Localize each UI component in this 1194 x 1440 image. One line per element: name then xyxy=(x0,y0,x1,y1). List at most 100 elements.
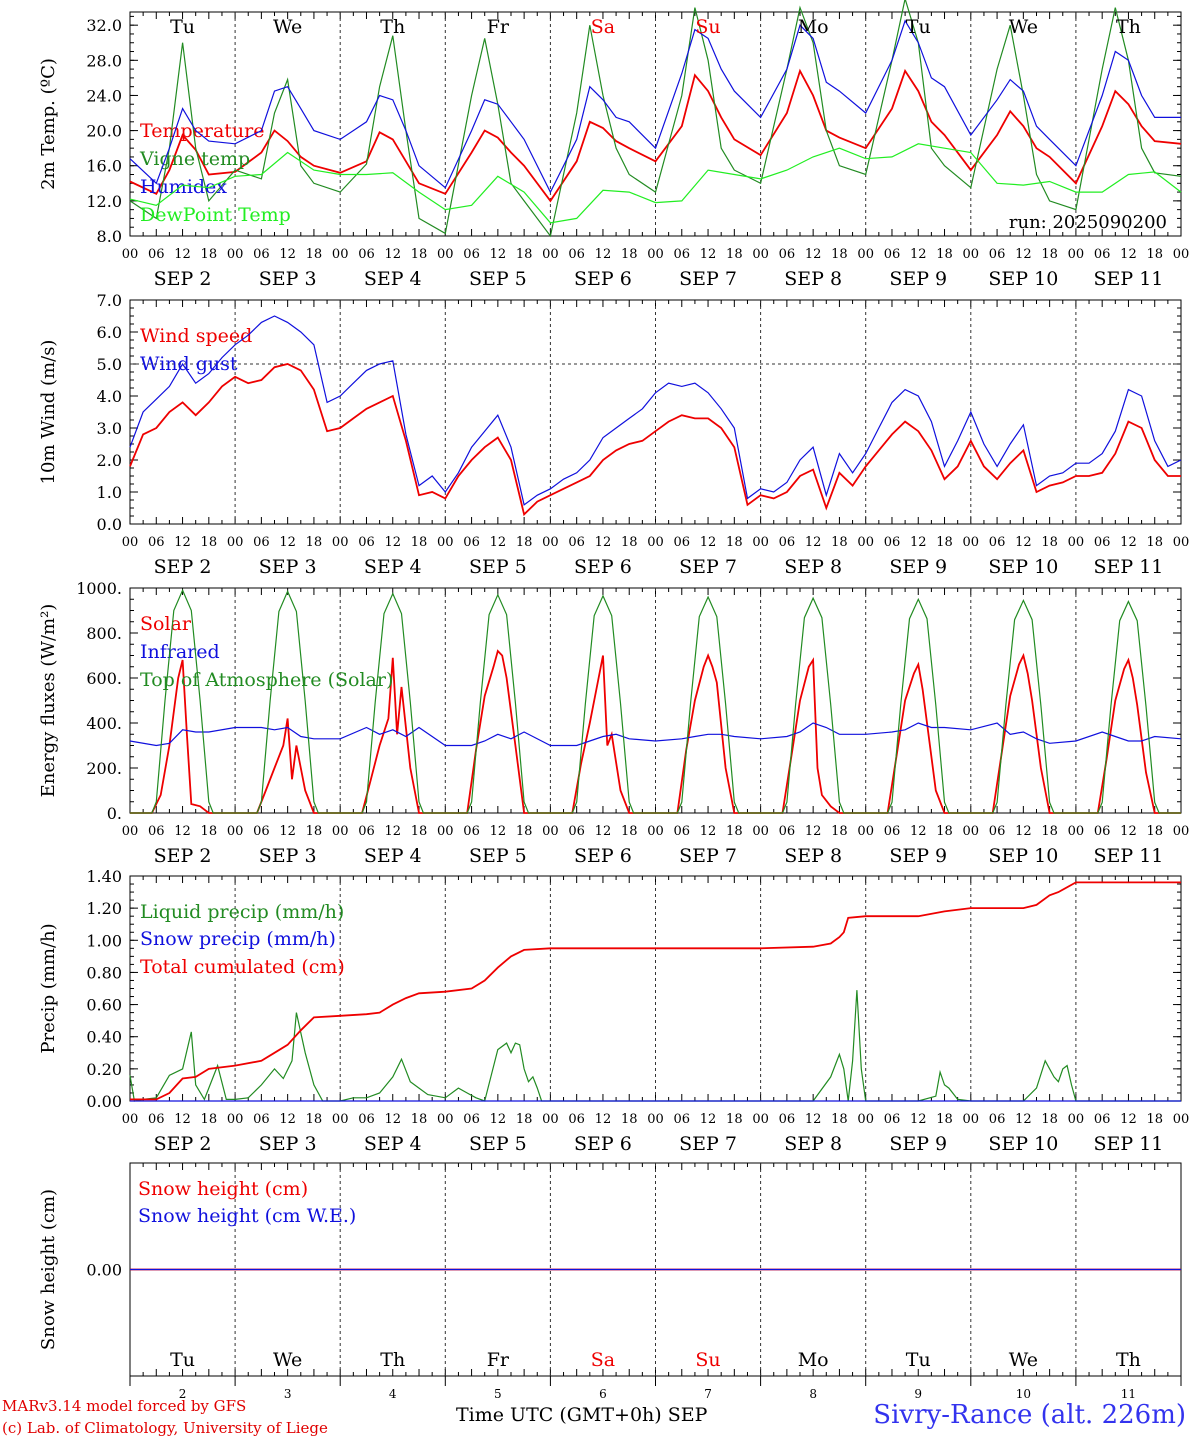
hour-tick-label: 06 xyxy=(1094,535,1111,550)
series-line-temperature xyxy=(129,68,1182,203)
hour-tick-label: 06 xyxy=(884,535,901,550)
lab-copyright: (c) Lab. of Climatology, University of L… xyxy=(2,1419,328,1437)
hour-tick-label: 00 xyxy=(1173,535,1190,550)
hour-tick-label: 00 xyxy=(542,824,559,839)
y-axis-label: 2m Temp. (ºC) xyxy=(38,58,59,190)
hour-tick-label: 06 xyxy=(253,824,270,839)
date-label: SEP 4 xyxy=(364,268,422,290)
hour-tick-label: 00 xyxy=(857,247,874,262)
y-tick-label: 1.00 xyxy=(86,931,122,950)
hour-tick-label: 00 xyxy=(963,247,980,262)
y-tick-label: 7.0 xyxy=(97,291,122,310)
weekday-label: Tu xyxy=(170,1349,195,1371)
hour-tick-label: 18 xyxy=(726,535,743,550)
hour-tick-label: 18 xyxy=(201,247,218,262)
date-label: SEP 2 xyxy=(154,556,212,578)
date-number: 5 xyxy=(494,1387,502,1401)
y-tick-label: 200. xyxy=(86,759,122,778)
date-number: 4 xyxy=(389,1387,397,1401)
date-number: 10 xyxy=(1016,1387,1031,1401)
hour-tick-label: 06 xyxy=(989,535,1006,550)
legend-item: Vigne temp xyxy=(139,148,250,170)
legend-item: DewPoint Temp xyxy=(140,204,291,226)
date-label: SEP 9 xyxy=(889,1133,947,1155)
hour-tick-label: 18 xyxy=(1146,535,1163,550)
y-tick-label: 16.0 xyxy=(86,157,122,176)
date-number: 8 xyxy=(809,1387,817,1401)
hour-tick-label: 00 xyxy=(542,1112,559,1127)
hour-tick-label: 06 xyxy=(1094,824,1111,839)
weekday-label: Th xyxy=(1116,16,1141,38)
weekday-label: Sa xyxy=(591,1349,615,1371)
hour-tick-label: 18 xyxy=(306,824,323,839)
hour-tick-label: 06 xyxy=(1094,1112,1111,1127)
y-tick-label: 0.0 xyxy=(97,515,122,534)
hour-tick-label: 06 xyxy=(884,824,901,839)
hour-tick-label: 18 xyxy=(201,824,218,839)
hour-tick-label: 00 xyxy=(963,535,980,550)
hour-tick-label: 06 xyxy=(358,1112,375,1127)
hour-tick-label: 06 xyxy=(568,824,585,839)
date-label: SEP 9 xyxy=(889,556,947,578)
hour-tick-label: 00 xyxy=(542,535,559,550)
hour-tick-label: 06 xyxy=(779,247,796,262)
legend-item: Total cumulated (cm) xyxy=(140,956,345,978)
hour-tick-label: 18 xyxy=(726,1112,743,1127)
date-label: SEP 3 xyxy=(259,845,317,867)
date-label: SEP 4 xyxy=(364,1133,422,1155)
hour-tick-label: 06 xyxy=(463,535,480,550)
weekday-label: Th xyxy=(380,16,405,38)
y-tick-label: 4.0 xyxy=(97,387,122,406)
y-tick-label: 6.0 xyxy=(97,323,122,342)
hour-tick-label: 00 xyxy=(437,824,454,839)
hour-tick-label: 12 xyxy=(174,247,191,262)
date-number: 9 xyxy=(914,1387,922,1401)
hour-tick-label: 18 xyxy=(411,535,428,550)
hour-tick-label: 12 xyxy=(1120,824,1137,839)
y-axis-label: 10m Wind (m/s) xyxy=(38,340,59,485)
hour-tick-label: 06 xyxy=(148,824,165,839)
y-tick-label: 800. xyxy=(86,624,122,643)
hour-tick-label: 00 xyxy=(122,535,139,550)
hour-tick-label: 06 xyxy=(568,247,585,262)
date-number: 7 xyxy=(704,1387,712,1401)
hour-tick-label: 12 xyxy=(700,1112,717,1127)
hour-tick-label: 12 xyxy=(279,535,296,550)
hour-tick-label: 00 xyxy=(122,824,139,839)
y-tick-label: 1.0 xyxy=(97,483,122,502)
hour-tick-label: 12 xyxy=(910,1112,927,1127)
hour-tick-label: 18 xyxy=(306,1112,323,1127)
legend-item: Wind speed xyxy=(140,325,252,347)
hour-tick-label: 18 xyxy=(516,1112,533,1127)
hour-tick-label: 12 xyxy=(910,824,927,839)
weekday-label: Mo xyxy=(798,16,829,38)
date-label: SEP 11 xyxy=(1094,845,1164,867)
date-label: SEP 10 xyxy=(988,556,1058,578)
legend-item: Snow height (cm) xyxy=(138,1178,308,1200)
hour-tick-label: 06 xyxy=(779,1112,796,1127)
date-label: SEP 9 xyxy=(889,845,947,867)
hour-tick-label: 12 xyxy=(384,247,401,262)
hour-tick-label: 06 xyxy=(884,1112,901,1127)
weekday-label: Mo xyxy=(798,1349,829,1371)
date-number: 2 xyxy=(179,1387,187,1401)
date-label: SEP 2 xyxy=(154,845,212,867)
model-credit: MARv3.14 model forced by GFS xyxy=(2,1397,247,1415)
hour-tick-label: 06 xyxy=(884,247,901,262)
hour-tick-label: 00 xyxy=(963,1112,980,1127)
hour-tick-label: 00 xyxy=(437,247,454,262)
date-label: SEP 10 xyxy=(988,1133,1058,1155)
y-tick-label: 32.0 xyxy=(86,16,122,35)
weekday-label: Tu xyxy=(170,16,195,38)
weekday-label: We xyxy=(273,16,302,38)
date-label: SEP 6 xyxy=(574,268,632,290)
hour-tick-label: 18 xyxy=(1041,535,1058,550)
hour-tick-label: 00 xyxy=(332,247,349,262)
hour-tick-label: 00 xyxy=(647,535,664,550)
hour-tick-label: 00 xyxy=(122,1112,139,1127)
y-tick-label: 2.0 xyxy=(97,451,122,470)
panel-frame xyxy=(129,299,1182,525)
legend-item: Top of Atmosphere (Solar) xyxy=(140,669,393,691)
hour-tick-label: 00 xyxy=(1173,1112,1190,1127)
hour-tick-label: 06 xyxy=(253,1112,270,1127)
